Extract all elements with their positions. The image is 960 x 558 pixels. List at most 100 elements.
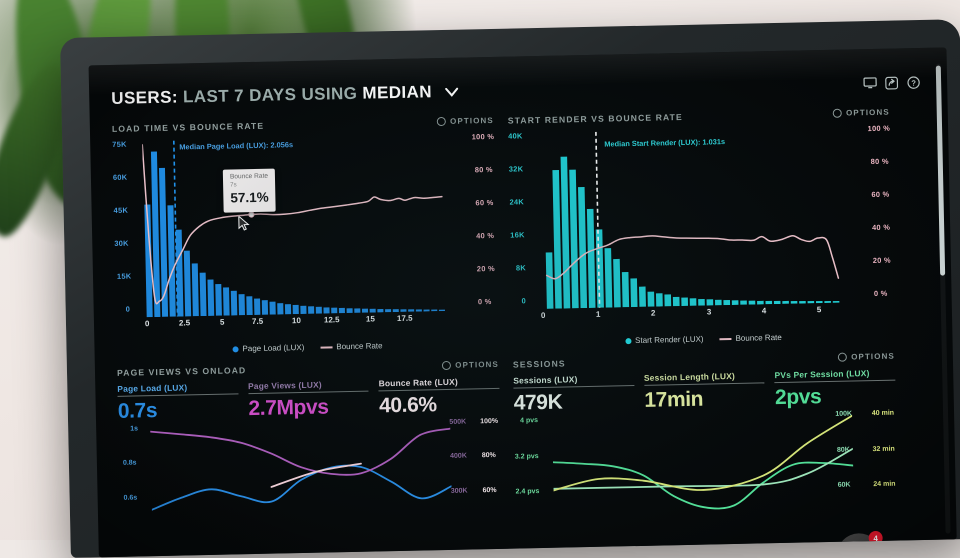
axis-tick-right: 80 %: [870, 156, 889, 167]
kpi-session-length-lux[interactable]: Session Length (LUX) 17min: [644, 370, 765, 413]
chart-plot-area: [545, 131, 840, 309]
axis-tick-right: 300K: [450, 487, 468, 495]
gear-icon: [442, 360, 452, 371]
axis-tick-left: 15K: [116, 271, 132, 281]
panel-load-time-vs-bounce-rate: LOAD TIME VS BOUNCE RATE OPTIONS 75K 60K…: [112, 113, 499, 354]
tooltip-title: Bounce Rate: [229, 172, 269, 181]
kpi-page-load-lux[interactable]: Page Load (LUX) 0.7s: [117, 381, 239, 424]
kpi-page-views-lux[interactable]: Page Views (LUX) 2.7Mpvs: [248, 379, 369, 422]
axis-tick-left: 0: [125, 304, 131, 314]
chart-start-render-vs-bounce-rate[interactable]: 40K 32K 24K 16K 8K 0 100 % 80 % 60 % 40 …: [508, 124, 894, 337]
kpi-value: 17min: [644, 387, 704, 412]
axis-tick-left: 75K: [112, 139, 127, 149]
axis-tick-x: 10: [291, 316, 301, 326]
axis-tick-x: 12.5: [323, 315, 340, 325]
kpi-value: 2pvs: [774, 385, 822, 410]
axis-tick-right: 100 %: [471, 131, 495, 142]
kpi-sessions-lux[interactable]: Sessions (LUX) 479K: [513, 373, 635, 416]
axis-tick-x: 15: [365, 314, 375, 324]
options-label: OPTIONS: [455, 359, 500, 370]
legend-marker-line: [320, 345, 333, 349]
laptop: USERS: LAST 7 DAYS USING MEDIAN: [60, 19, 960, 558]
panel-title: PAGE VIEWS VS ONLOAD: [116, 364, 247, 378]
axis-tick-left: 2.4 pvs: [515, 488, 540, 496]
axis-tick-x: 3: [706, 307, 712, 317]
legend-label: Bounce Rate: [336, 341, 383, 352]
axis-tick-left: 8K: [515, 263, 527, 273]
axis-tick-right: 500K: [449, 418, 467, 426]
mouse-cursor-icon: [238, 216, 250, 231]
options-button[interactable]: OPTIONS: [442, 359, 500, 371]
gear-icon: [437, 116, 447, 127]
chevron-down-icon[interactable]: [444, 84, 459, 101]
legend-item[interactable]: Bounce Rate: [320, 341, 383, 352]
axis-tick-x: 1: [595, 309, 601, 319]
panel-sessions: SESSIONS OPTIONS Sessions (LUX) 479K Ses…: [513, 349, 900, 558]
kpi-row: Page Load (LUX) 0.7s Page Views (LUX) 2.…: [117, 376, 500, 424]
kpi-bounce-rate-lux[interactable]: Bounce Rate (LUX) 40.6%: [379, 376, 500, 419]
legend-marker-dot: [232, 345, 239, 352]
axis-tick-right: 80%: [481, 451, 496, 460]
title-range: LAST 7 DAYS: [182, 85, 297, 107]
legend-item[interactable]: Bounce Rate: [719, 332, 782, 343]
axis-tick-right: 32 min: [872, 445, 895, 454]
axis-tick-x: 4: [761, 306, 767, 316]
chart-page-views-vs-onload[interactable]: 1s 0.8s 0.6s 500K 400K 300K 100% 80% 60%: [118, 418, 502, 526]
axis-tick-left: 45K: [113, 205, 129, 215]
page-title: USERS: LAST 7 DAYS USING MEDIAN: [111, 82, 459, 109]
help-icon[interactable]: ?: [906, 74, 921, 89]
axis-tick-left: 0.6s: [123, 494, 138, 502]
legend-item[interactable]: Page Load (LUX): [232, 343, 304, 354]
tooltip-bounce-rate: Bounce Rate 7s 57.1%: [222, 168, 276, 213]
tooltip-subtitle: 7s: [230, 181, 237, 189]
legend-label: Start Render (LUX): [634, 334, 704, 346]
legend-item[interactable]: Start Render (LUX): [625, 335, 704, 346]
axis-tick-right: 0 %: [477, 297, 492, 307]
axis-tick-right: 40 %: [476, 230, 495, 241]
panel-start-render-vs-bounce-rate: START RENDER VS BOUNCE RATE OPTIONS 40K …: [507, 105, 895, 346]
axis-tick-right: 400K: [450, 452, 467, 460]
options-label: OPTIONS: [450, 115, 494, 126]
axis-tick-right: 24 min: [873, 480, 896, 489]
chart-sessions[interactable]: 4 pvs 3.2 pvs 2.4 pvs 100K 80K 60K 40 mi…: [514, 410, 898, 518]
kpi-pvs-per-session-lux[interactable]: PVs Per Session (LUX) 2pvs: [774, 368, 896, 411]
panel-title: START RENDER VS BOUNCE RATE: [507, 111, 683, 126]
legend-label: Bounce Rate: [735, 332, 782, 343]
chart-plot-area: [150, 427, 453, 511]
title-metric: MEDIAN: [362, 82, 433, 103]
title-prefix: USERS:: [111, 87, 179, 108]
chat-unread-badge: 4: [868, 530, 883, 546]
options-button[interactable]: OPTIONS: [838, 352, 895, 362]
axis-tick-x: 0: [540, 310, 546, 320]
share-icon[interactable]: [884, 75, 899, 90]
axis-tick-right: 40 min: [871, 409, 895, 418]
axis-tick-left: 60K: [112, 172, 128, 182]
kpi-row: Sessions (LUX) 479K Session Length (LUX)…: [513, 368, 896, 416]
legend-label: Page Load (LUX): [242, 342, 305, 354]
options-label: OPTIONS: [845, 107, 890, 118]
axis-tick-right: 20 %: [476, 263, 496, 274]
svg-text:?: ?: [911, 78, 916, 87]
header-icon-group: ?: [862, 74, 921, 90]
options-button[interactable]: OPTIONS: [437, 115, 494, 127]
axis-tick-right: 100%: [480, 417, 499, 426]
axis-tick-left: 4 pvs: [520, 417, 539, 425]
kpi-value: 2.7Mpvs: [248, 395, 329, 421]
axis-tick-right: 40 %: [872, 222, 891, 233]
axis-tick-right: 60 %: [475, 197, 494, 208]
kpi-value: 40.6%: [378, 393, 437, 418]
axis-tick-x: 5: [219, 317, 225, 327]
axis-tick-right: 0 %: [873, 288, 888, 299]
axis-tick-left: 32K: [508, 164, 524, 174]
chart-load-time-vs-bounce-rate[interactable]: 75K 60K 45K 30K 15K 0 100 % 80 % 60 % 40…: [112, 132, 498, 345]
gear-icon: [838, 352, 848, 362]
monitor-icon[interactable]: [862, 75, 877, 90]
axis-tick-left: 30K: [114, 238, 129, 248]
axis-tick-right: 60%: [482, 486, 497, 495]
laptop-screen: USERS: LAST 7 DAYS USING MEDIAN: [88, 47, 957, 558]
axis-tick-x: 2.5: [178, 318, 191, 328]
kpi-value: 0.7s: [117, 399, 158, 423]
options-label: OPTIONS: [851, 351, 895, 362]
options-button[interactable]: OPTIONS: [832, 107, 890, 118]
axis-tick-right: 60 %: [871, 189, 890, 200]
